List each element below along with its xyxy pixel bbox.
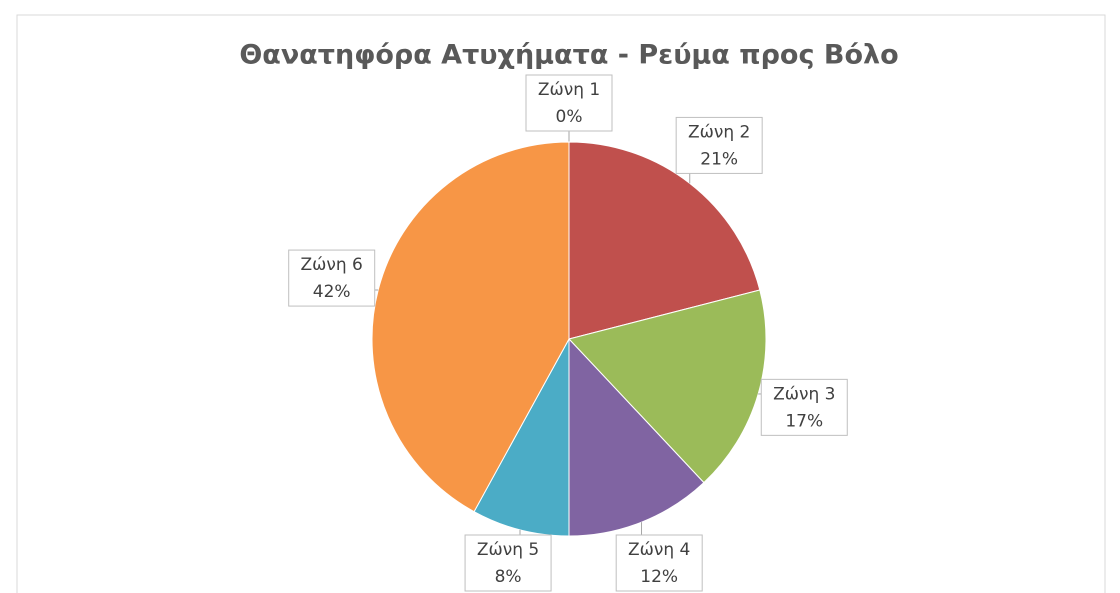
chart-title: Θανατηφόρα Ατυχήματα - Ρεύμα προς Βόλο xyxy=(239,40,898,71)
category-label: Ζώνη 5 xyxy=(477,540,539,560)
pie-slice xyxy=(568,141,761,340)
value-label: 42% xyxy=(313,282,351,302)
category-label: Ζώνη 2 xyxy=(688,122,750,142)
label-box xyxy=(464,534,552,592)
value-label: 8% xyxy=(495,567,522,587)
label-box xyxy=(760,378,848,436)
pie-slice xyxy=(371,141,570,513)
label-box xyxy=(675,116,763,174)
pie-slice xyxy=(473,338,570,537)
value-label: 12% xyxy=(640,567,678,587)
category-label: Ζώνη 6 xyxy=(301,255,363,275)
category-label: Ζώνη 3 xyxy=(773,384,835,404)
category-label: Ζώνη 4 xyxy=(628,540,690,560)
label-box xyxy=(288,249,376,307)
value-label: 17% xyxy=(785,411,823,431)
label-box xyxy=(525,74,613,132)
label-box xyxy=(615,534,703,592)
value-label: 0% xyxy=(556,107,583,127)
value-label: 21% xyxy=(700,149,738,169)
category-label: Ζώνη 1 xyxy=(538,80,600,100)
pie-slice xyxy=(568,337,705,537)
